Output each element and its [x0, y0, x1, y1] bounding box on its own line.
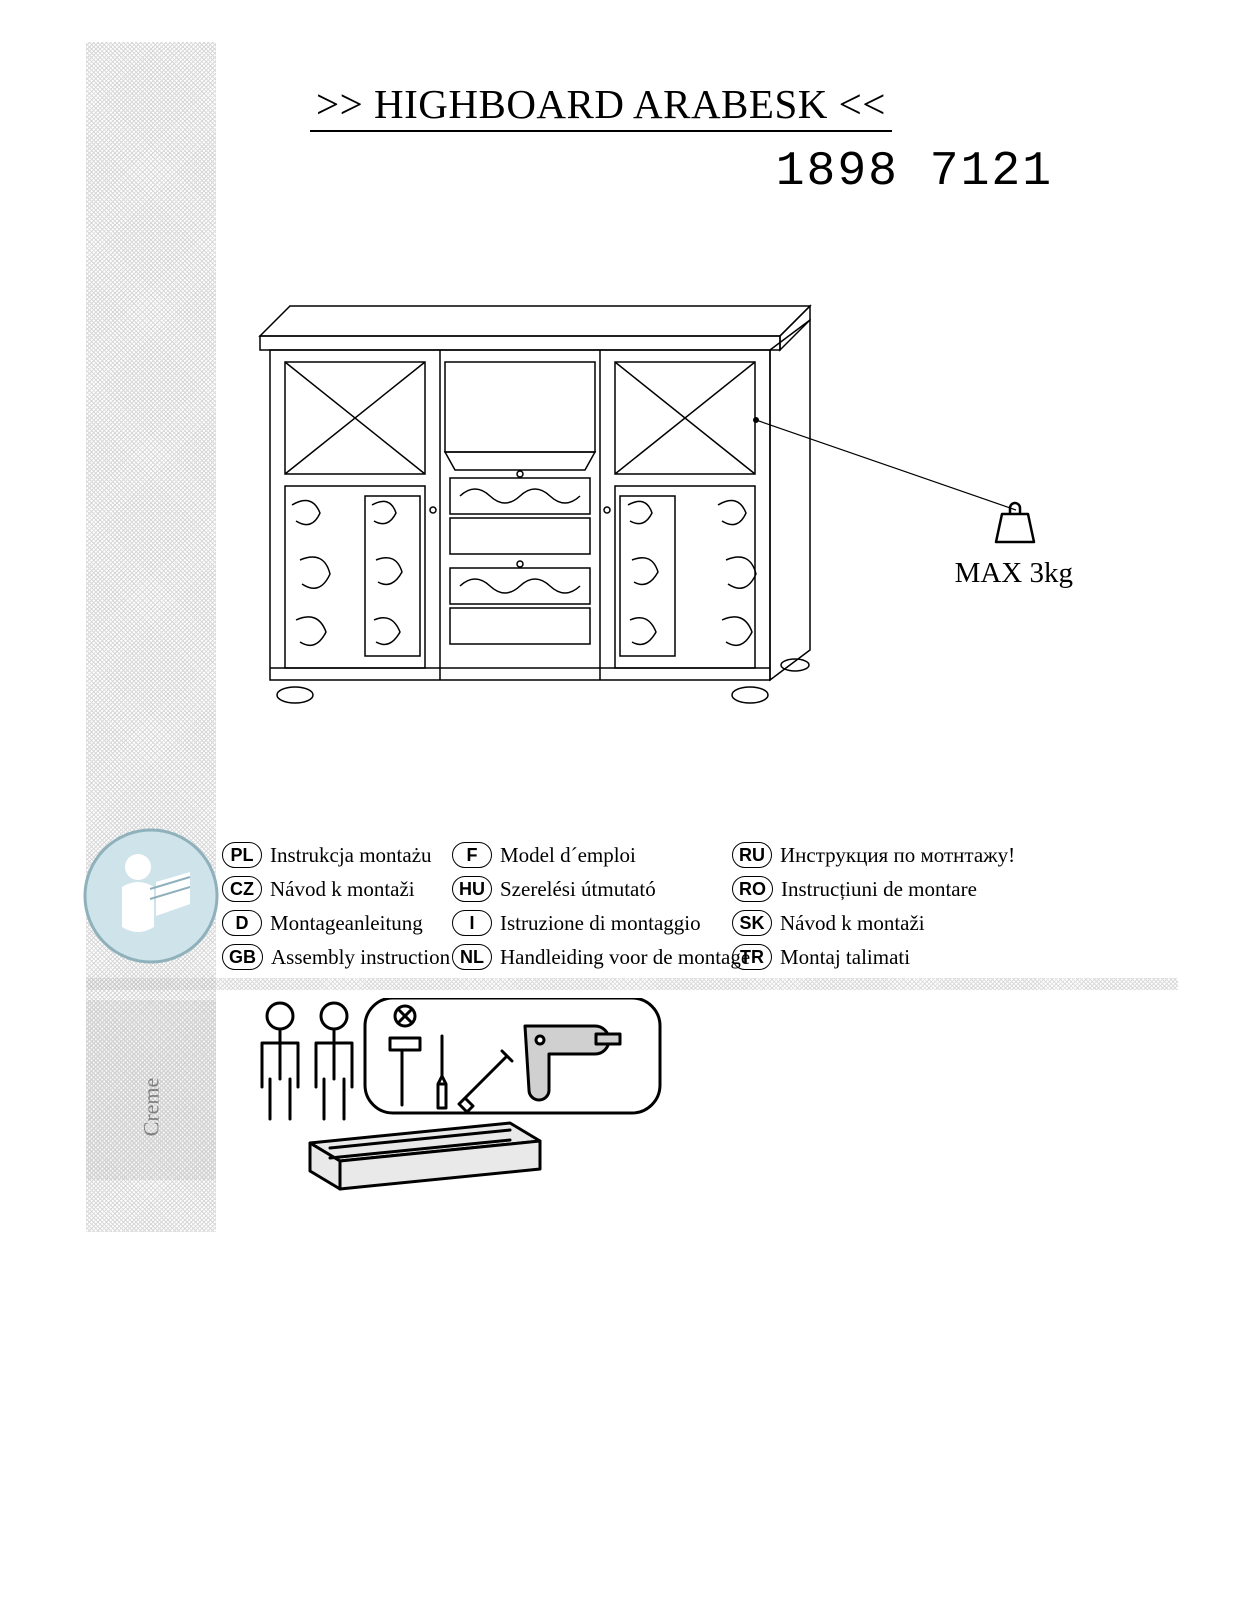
language-code-pill: RO	[732, 876, 773, 902]
language-item: D Montageanleitung	[222, 906, 450, 940]
assembly-requirements-icon	[240, 998, 810, 1173]
language-code-pill: RU	[732, 842, 772, 868]
color-label: Creme	[138, 1078, 164, 1137]
language-code-pill: HU	[452, 876, 492, 902]
divider-texture	[86, 978, 1178, 990]
language-item: GB Assembly instruction	[222, 940, 450, 974]
language-item: I Istruzione di montaggio	[452, 906, 750, 940]
language-column: RU Инструкция по мотнтажу! RO Instrucțiuni …	[732, 838, 1015, 974]
language-item: NL Handleiding voor de montage	[452, 940, 750, 974]
language-code-pill: TR	[732, 944, 772, 970]
language-text: Инструкция по мотнтажу!	[780, 843, 1015, 868]
weight-label: MAX 3kg	[955, 557, 1073, 590]
language-column: F Model d´emploi HU Szerelési útmutató I Istr…	[452, 838, 750, 974]
language-text: Montaj talimati	[780, 945, 910, 970]
language-item: SK Návod k montaži	[732, 906, 1015, 940]
language-text: Instrukcja montażu	[270, 843, 432, 868]
language-code-pill: PL	[222, 842, 262, 868]
sidebar-bottom: Creme	[86, 1000, 216, 1180]
language-column: PL Instrukcja montażu CZ Návod k montaži D Mo…	[222, 838, 450, 974]
language-item: CZ Návod k montaži	[222, 872, 450, 906]
language-text: Istruzione di montaggio	[500, 911, 701, 936]
language-code-pill: CZ	[222, 876, 262, 902]
language-code-pill: GB	[222, 944, 263, 970]
language-item: TR Montaj talimati	[732, 940, 1015, 974]
language-code-pill: F	[452, 842, 492, 868]
language-text: Instrucțiuni de montare	[781, 877, 977, 902]
language-item: RO Instrucțiuni de montare	[732, 872, 1015, 906]
language-item: HU Szerelési útmutató	[452, 872, 750, 906]
language-item: F Model d´emploi	[452, 838, 750, 872]
language-text: Model d´emploi	[500, 843, 636, 868]
callout-line	[0, 0, 1238, 900]
language-text: Návod k montaži	[780, 911, 925, 936]
language-text: Návod k montaži	[270, 877, 415, 902]
language-text: Szerelési útmutató	[500, 877, 656, 902]
language-text: Handleiding voor de montage	[500, 945, 750, 970]
language-code-pill: SK	[732, 910, 772, 936]
language-code-pill: D	[222, 910, 262, 936]
weight-icon	[990, 496, 1040, 551]
language-item: RU Инструкция по мотнтажу!	[732, 838, 1015, 872]
language-code-pill: I	[452, 910, 492, 936]
language-item: PL Instrukcja montażu	[222, 838, 450, 872]
language-code-pill: NL	[452, 944, 492, 970]
language-text: Assembly instruction	[271, 945, 450, 970]
manual-badge-icon	[82, 827, 220, 965]
language-text: Montageanleitung	[270, 911, 423, 936]
